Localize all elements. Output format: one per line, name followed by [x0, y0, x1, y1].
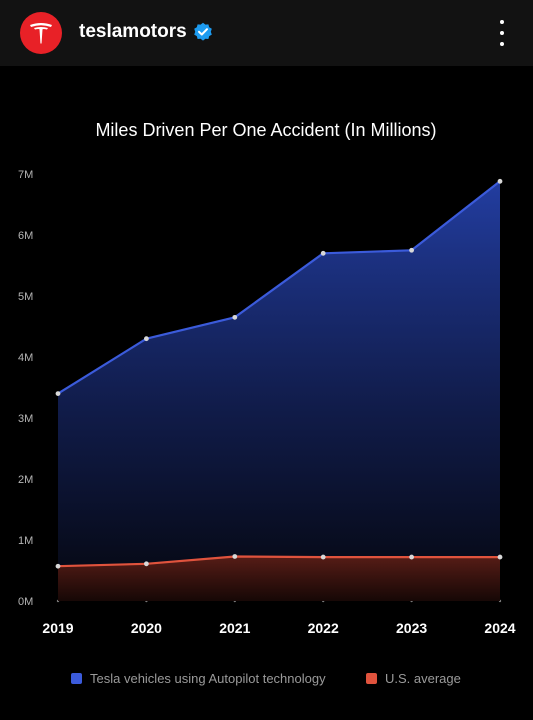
series-area-tesla	[58, 181, 500, 602]
y-tick-label: 5M	[18, 291, 33, 303]
profile-avatar[interactable]	[20, 12, 62, 54]
data-point-us	[55, 563, 61, 569]
legend-label-tesla: Tesla vehicles using Autopilot technolog…	[90, 670, 326, 686]
data-point-tesla	[232, 314, 238, 320]
verified-badge-icon	[194, 22, 212, 41]
x-tick-label: 2019	[42, 620, 73, 636]
y-tick-label: 6M	[18, 230, 33, 242]
data-point-tesla	[497, 178, 503, 184]
tesla-logo-icon	[30, 23, 52, 44]
accident-chart: Miles Driven Per One Accident (In Millio…	[18, 120, 516, 636]
chart-points	[55, 178, 503, 569]
y-tick-label: 2M	[18, 474, 33, 486]
username[interactable]: teslamotors	[79, 21, 187, 42]
legend-label-us: U.S. average	[385, 670, 461, 686]
data-point-us	[409, 554, 414, 560]
y-axis: 0M 1M 2M 3M 4M 5M 6M 7M	[18, 169, 33, 608]
x-tick-label: 2023	[396, 620, 427, 636]
x-tick-label: 2024	[484, 620, 515, 636]
chart-legend: Tesla vehicles using Autopilot technolog…	[0, 668, 533, 690]
chart-lines	[57, 180, 501, 568]
y-tick-label: 3M	[18, 413, 33, 425]
legend-item-tesla[interactable]: Tesla vehicles using Autopilot technolog…	[71, 668, 326, 688]
data-point-us	[320, 554, 326, 560]
more-vertical-icon	[500, 20, 504, 24]
legend-item-us[interactable]: U.S. average	[366, 668, 461, 688]
legend-swatch-us	[366, 672, 377, 684]
x-tick-label: 2020	[131, 620, 162, 636]
data-point-us	[497, 554, 503, 560]
chart-areas	[58, 181, 500, 602]
y-tick-label: 4M	[18, 352, 33, 364]
data-point-tesla	[55, 391, 61, 396]
data-point-tesla	[320, 250, 326, 256]
x-tick-label: 2021	[219, 620, 250, 636]
data-point-tesla	[144, 336, 149, 342]
y-tick-label: 7M	[18, 169, 33, 181]
data-point-us	[144, 561, 149, 567]
x-tick-label: 2022	[308, 620, 339, 636]
y-tick-label: 0M	[18, 596, 33, 608]
post-header: teslamotors	[0, 0, 533, 66]
more-options-button[interactable]	[491, 18, 513, 48]
legend-swatch-tesla	[71, 672, 82, 684]
series-line-us	[57, 555, 500, 568]
y-tick-label: 1M	[18, 535, 33, 547]
series-line-tesla	[57, 180, 501, 395]
x-axis: 2019 2020 2021 2022 2023 2024	[42, 599, 516, 636]
series-area-us	[58, 556, 500, 601]
chart-title: Miles Driven Per One Accident (In Millio…	[95, 120, 436, 140]
data-point-tesla	[409, 247, 414, 253]
data-point-us	[232, 554, 238, 559]
